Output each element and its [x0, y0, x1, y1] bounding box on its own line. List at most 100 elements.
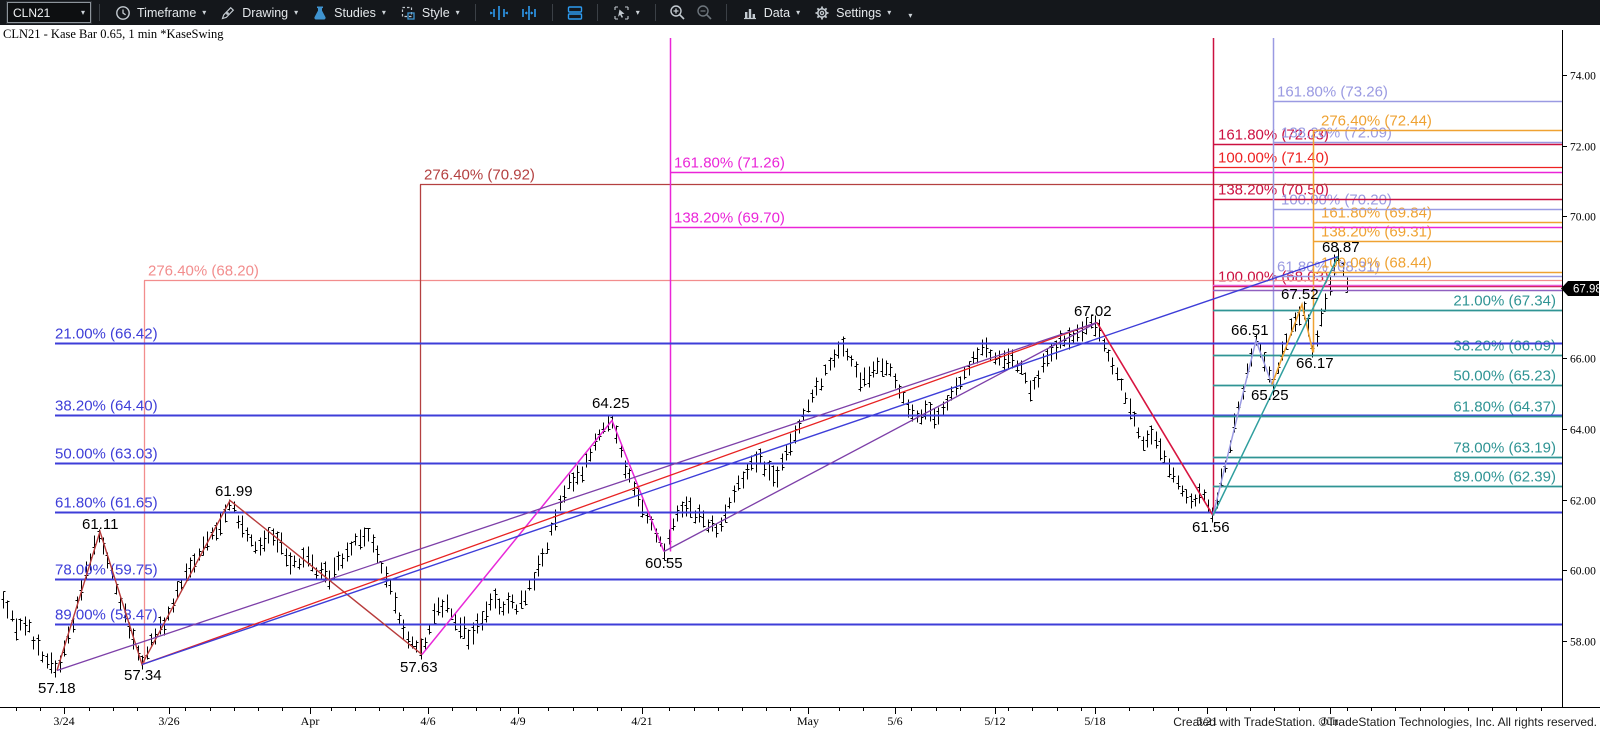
x-axis-tick-label: 4/6 [420, 714, 435, 728]
fib-level-label[interactable]: 276.40% (72.44) [1321, 113, 1432, 130]
fib-level-label[interactable]: 138.20% (69.31) [1321, 224, 1432, 241]
fib-level-label[interactable]: 38.20% (64.40) [55, 398, 158, 415]
menu-timeframe[interactable]: Timeframe ▾ [108, 0, 213, 25]
fib-level-label[interactable]: 78.00% (63.19) [1453, 440, 1556, 457]
menu-studies-label: Studies [334, 5, 376, 20]
chevron-down-icon: ▾ [80, 7, 85, 17]
menu-data[interactable]: Data ▾ [735, 0, 807, 25]
last-price-badge: 67.98 [1561, 281, 1600, 296]
swing-price-label: 67.52 [1281, 286, 1319, 303]
y-axis-tick-label: 62.00 [1570, 496, 1596, 508]
fib-level-label[interactable]: 89.00% (62.39) [1453, 469, 1556, 486]
toolbar-separator [551, 4, 553, 21]
compress-bars-button[interactable] [484, 0, 514, 25]
toolbar-overflow-chevron-icon[interactable]: ▾ [908, 10, 913, 20]
fib-level-label[interactable]: 50.00% (65.23) [1453, 368, 1556, 385]
y-axis-tick-label: 74.00 [1570, 71, 1596, 83]
chevron-down-icon: ▾ [381, 7, 386, 17]
x-axis-tick-label: 5/12 [984, 714, 1005, 728]
chevron-down-icon: ▾ [635, 7, 640, 17]
style-icon [400, 5, 416, 21]
swing-price-label: 57.63 [400, 659, 438, 676]
zoom-out-button[interactable] [691, 0, 718, 25]
menu-style[interactable]: Style ▾ [393, 0, 467, 25]
chart-title: CLN21 - Kase Bar 0.65, 1 min *KaseSwing [3, 27, 224, 41]
menu-studies[interactable]: Studies ▾ [305, 0, 393, 25]
fib-level-label[interactable]: 161.80% (73.26) [1277, 84, 1388, 101]
y-axis-tick-label: 66.00 [1570, 354, 1596, 366]
fib-level-label[interactable]: 138.20% (69.70) [674, 210, 785, 227]
swing-price-label: 65.25 [1251, 387, 1289, 404]
swing-price-label: 60.55 [645, 555, 683, 572]
last-price-badge-text: 67.98 [1573, 284, 1600, 296]
fib-set-salmon-extension [143, 279, 1562, 665]
fib-level-label[interactable]: 276.40% (68.20) [148, 263, 259, 280]
symbol-selector[interactable]: CLN21 ▾ [6, 1, 92, 24]
layout-button[interactable] [561, 0, 589, 25]
x-axis-tick-label: 3/24 [53, 714, 74, 728]
flask-icon [312, 5, 328, 21]
trendline-purple-2[interactable] [663, 321, 1098, 553]
swing-light-violet[interactable] [1212, 337, 1273, 516]
fib-set-firebrick-extension [419, 183, 1562, 655]
swing-price-label: 61.11 [82, 516, 118, 533]
fib-level-label[interactable]: 78.00% (59.75) [55, 562, 158, 579]
fib-level-label[interactable]: 38.20% (66.09) [1453, 338, 1556, 355]
expand-bars-button[interactable] [514, 0, 544, 25]
swing-teal[interactable] [1212, 256, 1339, 516]
fib-level-label[interactable]: 50.00% (63.03) [55, 446, 158, 463]
swing-price-label: 64.25 [592, 395, 630, 412]
toolbar-separator [474, 4, 476, 21]
trendline-red[interactable] [141, 321, 1098, 666]
chevron-down-icon: ▾ [887, 7, 892, 17]
fib-level-label[interactable]: 89.00% (58.47) [55, 607, 158, 624]
menu-timeframe-label: Timeframe [137, 5, 197, 20]
fib-level-label[interactable]: 276.40% (70.92) [424, 167, 535, 184]
gear-icon [814, 5, 830, 21]
toolbar-separator [654, 4, 656, 21]
fib-level-label[interactable]: 100.00% (68.44) [1321, 255, 1432, 272]
fib-level-label[interactable]: 61.80% (68.31) [1277, 259, 1380, 276]
symbol-label: CLN21 [13, 5, 51, 20]
fib-level-label[interactable]: 161.80% (69.84) [1321, 205, 1432, 222]
fib-level-label[interactable]: 61.80% (64.37) [1453, 399, 1556, 416]
fib-level-label[interactable]: 21.00% (67.34) [1453, 293, 1556, 310]
toolbar: CLN21 ▾ Timeframe ▾ Drawing ▾ Studies ▾ … [0, 0, 1600, 25]
fib-level-label[interactable]: 21.00% (66.42) [55, 326, 158, 343]
swing-orange[interactable] [1271, 301, 1314, 385]
menu-drawing[interactable]: Drawing ▾ [213, 0, 305, 25]
y-axis-tick-label: 70.00 [1570, 212, 1596, 224]
fib-level-label[interactable]: 61.80% (61.65) [55, 495, 158, 512]
fib-set-light-violet-extension [1272, 38, 1562, 385]
toolbar-separator [596, 4, 598, 21]
trendline-blue[interactable] [141, 255, 1339, 666]
pointer-tool-button[interactable]: ▾ [606, 0, 647, 25]
toolbar-separator [725, 4, 727, 21]
menu-settings[interactable]: Settings ▾ [807, 0, 898, 25]
fib-level-label[interactable]: 138.20% (72.09) [1281, 125, 1392, 142]
menu-settings-label: Settings [836, 5, 882, 20]
swing-crimson[interactable] [1096, 322, 1214, 516]
chevron-down-icon: ▾ [294, 7, 299, 17]
x-axis-tick-label: 4/9 [510, 714, 525, 728]
trendline-purple[interactable] [56, 321, 1098, 672]
x-axis-tick-label: Apr [301, 714, 320, 728]
y-axis-tick-label: 60.00 [1570, 566, 1596, 578]
fib-level-label[interactable]: 161.80% (71.26) [674, 155, 785, 172]
x-axis-tick-label: 5/21 [1196, 714, 1217, 728]
swing-price-label: 66.51 [1231, 322, 1269, 339]
zoom-in-button[interactable] [664, 0, 691, 25]
chevron-down-icon: ▾ [796, 7, 801, 17]
fib-set-magenta-extension [669, 38, 1562, 552]
swing-price-label: 61.99 [215, 483, 253, 500]
swing-price-label: 67.02 [1074, 303, 1112, 320]
attribution-text: Created with TradeStation. ©TradeStation… [1173, 715, 1597, 729]
swing-zigzag-magenta[interactable] [421, 419, 665, 655]
chevron-down-icon: ▾ [455, 7, 460, 17]
x-axis-tick-label: 5/18 [1084, 714, 1105, 728]
fib-label-layer: 276.40% (68.20) 276.40% (70.92) 161.80% (7… [55, 84, 1556, 624]
axes: 3/24 3/26 Apr 4/6 4/9 4/21 May 5/6 5/12 5/18 5/21 J… [0, 30, 1600, 728]
x-axis-tick-label: 5/6 [887, 714, 902, 728]
x-axis-tick-label: 3/26 [158, 714, 179, 728]
